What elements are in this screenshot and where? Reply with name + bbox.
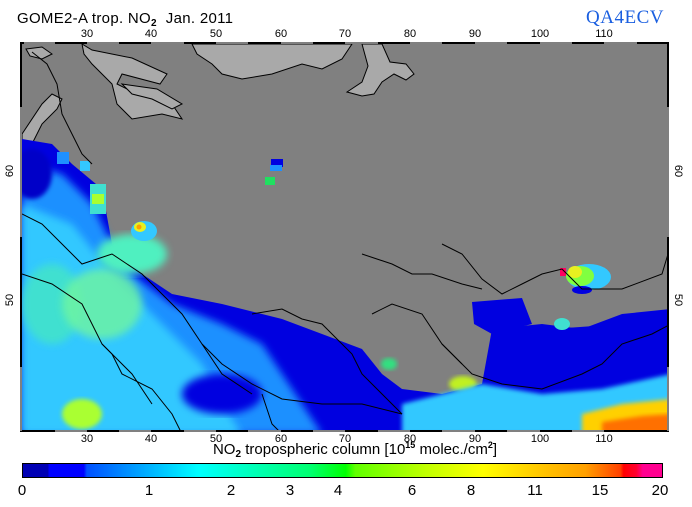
no2-data-layer [22, 139, 667, 430]
colorbar-tick: 2 [226, 482, 236, 499]
lon-tick: 100 [530, 28, 550, 40]
lat-tick-left: 50 [4, 293, 17, 307]
colorbar-tick: 20 [651, 482, 669, 499]
colorbar-tick: 4 [333, 482, 343, 499]
lon-tick: 90 [468, 433, 482, 445]
colorbar-tick: 11 [527, 482, 543, 499]
lat-tick-right: 50 [672, 293, 685, 307]
lon-tick: 60 [274, 433, 288, 445]
colorbar-tick: 6 [407, 482, 417, 499]
lon-tick: 90 [468, 28, 482, 40]
lon-tick: 60 [274, 28, 288, 40]
lon-tick: 50 [209, 28, 223, 40]
qa4ecv-logo-text: QA4ECV [586, 7, 664, 28]
lon-tick: 80 [403, 433, 417, 445]
map-canvas [22, 44, 667, 430]
colorbar-tick: 8 [466, 482, 476, 499]
lat-tick-right: 60 [672, 164, 685, 178]
no2-map[interactable] [20, 42, 669, 432]
lon-tick: 110 [595, 433, 613, 445]
lon-tick: 40 [144, 433, 158, 445]
colorbar-label: NO2 tropospheric column [1015 molec./cm2… [212, 440, 498, 460]
country-borders [22, 51, 667, 430]
lon-tick: 80 [403, 28, 417, 40]
lon-tick: 50 [209, 433, 223, 445]
colorbar-tick: 15 [591, 482, 609, 499]
colorbar-tick: 3 [285, 482, 295, 499]
lat-tick-left: 60 [4, 164, 17, 178]
lon-tick: 70 [338, 28, 352, 40]
lon-tick: 110 [595, 28, 613, 40]
lon-tick: 40 [144, 28, 158, 40]
colorbar [22, 463, 663, 478]
colorbar-tick: 0 [17, 482, 27, 499]
lon-tick: 30 [80, 433, 94, 445]
colorbar-tick: 1 [144, 482, 154, 499]
lon-tick: 100 [530, 433, 550, 445]
map-title: GOME2-A trop. NO2 Jan. 2011 [17, 10, 234, 29]
lon-tick: 70 [338, 433, 352, 445]
lon-tick: 30 [80, 28, 94, 40]
water-bodies [22, 44, 415, 155]
